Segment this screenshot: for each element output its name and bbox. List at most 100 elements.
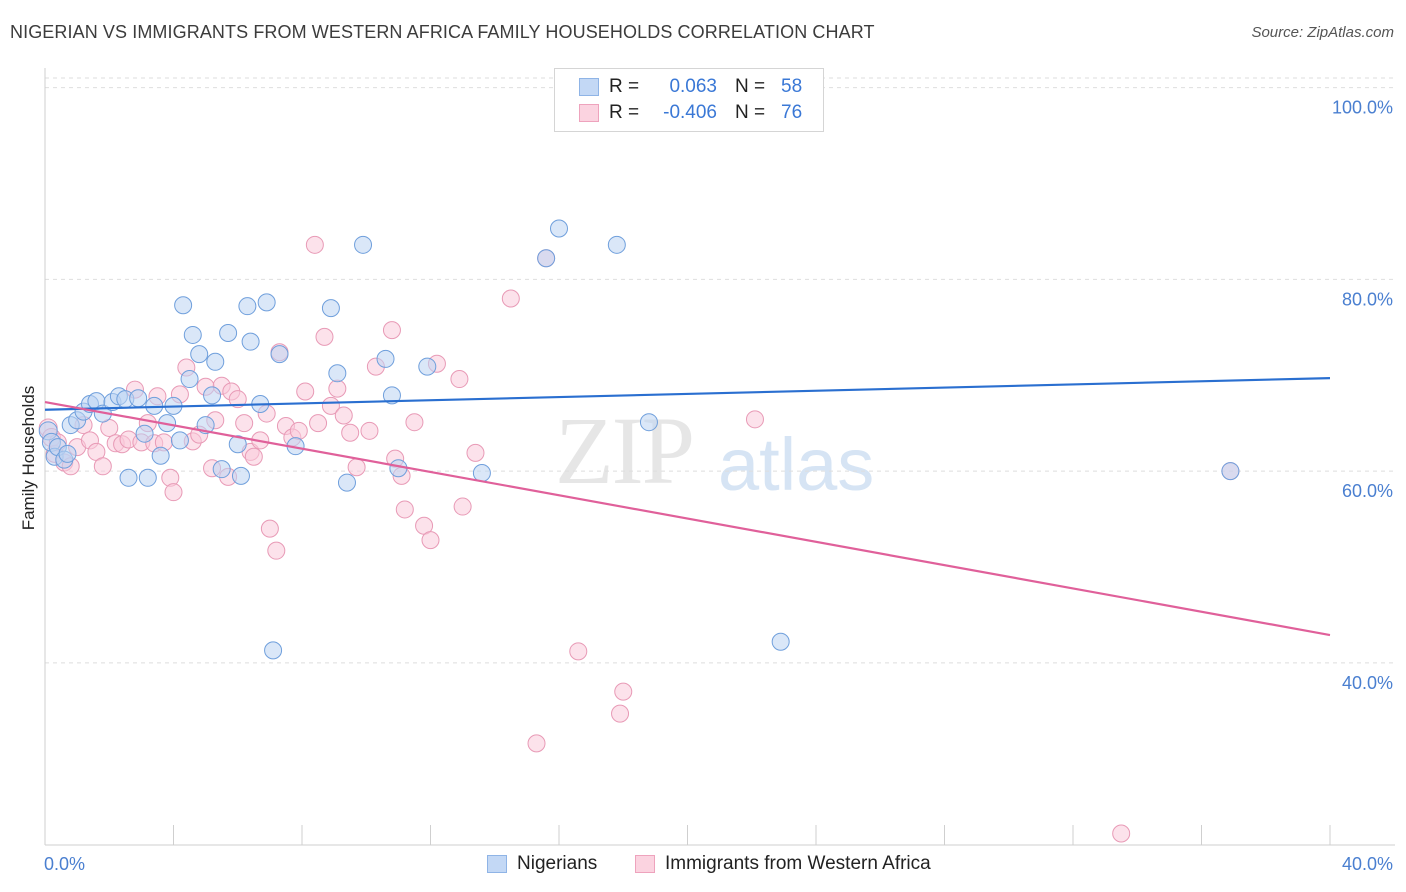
data-point bbox=[305, 235, 324, 254]
data-point bbox=[231, 466, 250, 485]
legend-r-value: -0.406 bbox=[663, 102, 717, 123]
data-point bbox=[466, 443, 485, 462]
data-point bbox=[164, 483, 183, 502]
immigrants-legend-swatch bbox=[635, 855, 655, 873]
legend-n-label: N = bbox=[735, 76, 766, 97]
data-point bbox=[341, 423, 360, 442]
data-point bbox=[328, 364, 347, 383]
watermark-atlas: atlas bbox=[718, 423, 875, 506]
data-point bbox=[360, 421, 379, 440]
trend-lines bbox=[44, 376, 1331, 637]
data-point bbox=[228, 390, 247, 409]
watermark-zip: ZIP bbox=[555, 397, 695, 504]
grid-lines bbox=[45, 77, 1395, 664]
nigerians-swatch bbox=[579, 78, 599, 96]
legend-n-value: 58 bbox=[781, 76, 803, 97]
data-point bbox=[190, 345, 209, 364]
y-tick-label: 80.0% bbox=[1342, 289, 1393, 309]
data-point bbox=[203, 386, 222, 405]
data-point bbox=[453, 497, 472, 516]
data-point bbox=[180, 370, 199, 389]
data-point bbox=[382, 321, 401, 340]
data-point bbox=[527, 734, 546, 753]
data-point bbox=[244, 447, 263, 466]
data-point bbox=[376, 349, 395, 368]
legend-n-label: N = bbox=[735, 102, 766, 123]
data-point bbox=[119, 468, 138, 487]
data-point bbox=[174, 296, 193, 315]
data-point bbox=[771, 632, 790, 651]
data-point bbox=[328, 379, 347, 398]
data-point bbox=[270, 345, 289, 364]
y-axis-label: Family Households bbox=[19, 386, 38, 531]
data-point bbox=[639, 413, 658, 432]
data-point bbox=[611, 704, 630, 723]
data-point bbox=[151, 446, 170, 465]
axis-labels: 100.0% 80.0% 60.0% 40.0% 0.0% 40.0% Family Hou… bbox=[19, 98, 1393, 874]
data-point bbox=[1112, 824, 1131, 843]
data-point bbox=[1221, 462, 1240, 481]
data-point bbox=[347, 458, 366, 477]
immigrants-swatch bbox=[579, 104, 599, 122]
data-point bbox=[183, 325, 202, 344]
data-point bbox=[450, 370, 469, 389]
data-point bbox=[395, 500, 414, 519]
data-point bbox=[241, 332, 260, 351]
data-point bbox=[334, 406, 353, 425]
data-point bbox=[472, 464, 491, 483]
data-point bbox=[607, 235, 626, 254]
data-point bbox=[405, 413, 424, 432]
y-tick-label: 100.0% bbox=[1332, 98, 1393, 118]
bottom-legend-immigrants: Immigrants from Western Africa bbox=[635, 852, 931, 876]
legend-row-immigrants: R = -0.406 N = 76 bbox=[579, 100, 802, 126]
data-point bbox=[337, 473, 356, 492]
legend-n-value: 76 bbox=[781, 102, 803, 123]
data-point bbox=[235, 414, 254, 433]
correlation-legend: R = 0.063 N = 58 R = -0.406 N = 76 bbox=[554, 68, 824, 132]
data-point bbox=[382, 386, 401, 405]
data-point bbox=[212, 460, 231, 479]
data-point bbox=[289, 421, 308, 440]
y-tick-label: 40.0% bbox=[1342, 673, 1393, 693]
data-point bbox=[354, 235, 373, 254]
immigrants-trend-line bbox=[44, 400, 1331, 637]
data-point bbox=[421, 531, 440, 550]
axes bbox=[44, 68, 1395, 846]
legend-r-label: R = bbox=[609, 76, 640, 97]
x-tick-label: 40.0% bbox=[1342, 854, 1393, 874]
data-point bbox=[418, 357, 437, 376]
data-point bbox=[550, 219, 568, 238]
data-point bbox=[501, 289, 520, 308]
legend-r-value: 0.063 bbox=[669, 76, 717, 97]
data-point bbox=[219, 324, 238, 343]
data-point bbox=[129, 389, 148, 408]
nigerians-trend-line bbox=[44, 376, 1331, 411]
data-point bbox=[537, 249, 556, 268]
data-point bbox=[309, 414, 328, 433]
nigerians-legend-label: Nigerians bbox=[517, 853, 598, 874]
chart-title: NIGERIAN VS IMMIGRANTS FROM WESTERN AFRI… bbox=[10, 22, 875, 42]
data-point bbox=[296, 382, 315, 401]
data-point bbox=[238, 297, 257, 316]
y-tick-label: 60.0% bbox=[1342, 481, 1393, 501]
immigrants-legend-label: Immigrants from Western Africa bbox=[665, 853, 931, 874]
data-point bbox=[257, 293, 276, 312]
data-point bbox=[170, 431, 189, 450]
data-point bbox=[321, 299, 340, 318]
data-point bbox=[260, 519, 279, 538]
data-point bbox=[228, 435, 247, 454]
data-point bbox=[569, 642, 588, 661]
data-point bbox=[614, 682, 633, 701]
data-point bbox=[93, 457, 112, 476]
data-point bbox=[138, 468, 157, 487]
x-tick-label: 0.0% bbox=[44, 854, 85, 874]
data-point bbox=[264, 641, 283, 660]
immigrants-points bbox=[38, 235, 1240, 843]
nigerians-points bbox=[38, 219, 1240, 660]
data-point bbox=[58, 444, 77, 463]
legend-row-nigerians: R = 0.063 N = 58 bbox=[579, 74, 802, 100]
chart-source: Source: ZipAtlas.com bbox=[1251, 24, 1394, 41]
legend-r-label: R = bbox=[609, 102, 640, 123]
data-point bbox=[315, 327, 334, 346]
